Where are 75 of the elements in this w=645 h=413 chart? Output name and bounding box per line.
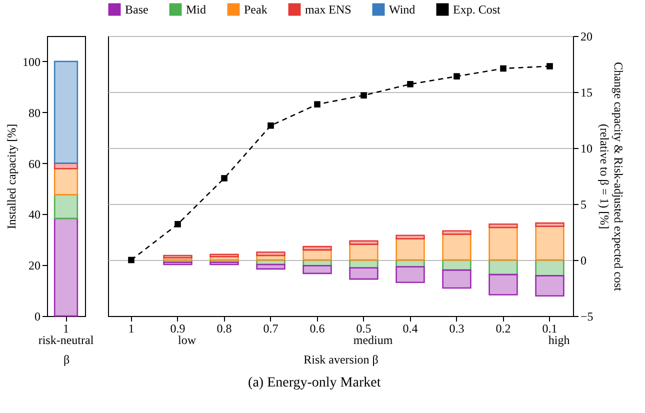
y-tick-label: 80 <box>28 106 40 120</box>
x-tick-label: 0.3 <box>449 322 464 336</box>
text: (a) Energy-only Market <box>248 376 381 390</box>
bar <box>488 274 518 296</box>
x-axis-title: Risk aversion β <box>304 352 378 366</box>
x-tick-label: 0.8 <box>216 322 232 336</box>
x-tick-label: 0.9 <box>170 322 186 336</box>
x-tick-label: 0.2 <box>496 322 511 336</box>
bar <box>442 230 472 235</box>
y-tick-label: 20 <box>580 30 592 44</box>
bar <box>302 246 332 251</box>
point <box>174 221 181 228</box>
bar <box>396 234 425 240</box>
bar <box>488 226 518 261</box>
bar <box>396 266 425 284</box>
bar <box>302 264 332 274</box>
point <box>546 63 553 70</box>
bar <box>442 269 472 289</box>
point <box>454 73 460 80</box>
legend-label: Peak <box>244 2 268 17</box>
x-tick-label: 0.7 <box>263 322 278 336</box>
y-tick-label: 0 <box>34 310 40 324</box>
x-axis-title: β <box>63 352 70 366</box>
y-tick-label: 5 <box>580 198 586 212</box>
legend-label: Base <box>125 2 148 17</box>
y-tick-label: 40 <box>28 208 40 222</box>
y-tick-label: 15 <box>580 86 592 100</box>
y-tick-label: 0 <box>580 254 586 268</box>
x-tick-label: 1 <box>128 322 134 336</box>
text: low <box>178 333 196 347</box>
point <box>500 65 506 72</box>
bar <box>535 275 564 296</box>
x-tick-label: 1 <box>63 322 69 336</box>
y-tick-label: 20 <box>28 258 40 273</box>
y-tick-label: −5 <box>580 310 594 324</box>
y-axis-title: Change capacity & Risk-adjusted expected cost (relative to β = 1) [%] <box>597 62 626 292</box>
point <box>407 81 414 88</box>
bar <box>349 244 378 261</box>
legend-label: Mid <box>186 2 206 17</box>
point <box>128 256 134 264</box>
bar <box>54 60 78 164</box>
bar <box>210 262 239 266</box>
bar <box>535 226 564 261</box>
y-tick-label: 100 <box>22 54 40 69</box>
bar <box>54 194 78 220</box>
bar <box>349 240 378 245</box>
y-axis-title: Installed capacity [%] <box>4 124 18 230</box>
bar <box>396 238 425 261</box>
x-tick-label: 0.4 <box>402 322 418 336</box>
bar <box>488 224 518 228</box>
bar <box>442 234 472 261</box>
bar <box>349 267 378 280</box>
x-tick-label: 0.5 <box>356 322 372 336</box>
bar <box>163 262 192 266</box>
point <box>221 175 228 182</box>
bar <box>54 218 78 317</box>
x-tick-label: 0.1 <box>542 322 558 336</box>
x-tick-label: 0.6 <box>310 322 325 336</box>
point <box>314 101 320 108</box>
point <box>268 122 274 129</box>
point <box>360 92 367 99</box>
bar <box>163 254 192 258</box>
y-tick-label: 10 <box>580 142 592 156</box>
bar <box>54 168 78 196</box>
text: medium <box>353 333 394 347</box>
text: risk-neutral <box>38 333 94 347</box>
legend-label: Exp. Cost <box>453 2 502 17</box>
legend-label: Wind <box>389 2 416 17</box>
bar <box>535 222 564 228</box>
y-tick-label: 60 <box>28 156 40 171</box>
legend-label: max ENS <box>305 2 352 17</box>
text: high <box>548 333 570 347</box>
bar <box>256 252 286 256</box>
bar <box>256 264 286 270</box>
bar <box>210 254 239 258</box>
